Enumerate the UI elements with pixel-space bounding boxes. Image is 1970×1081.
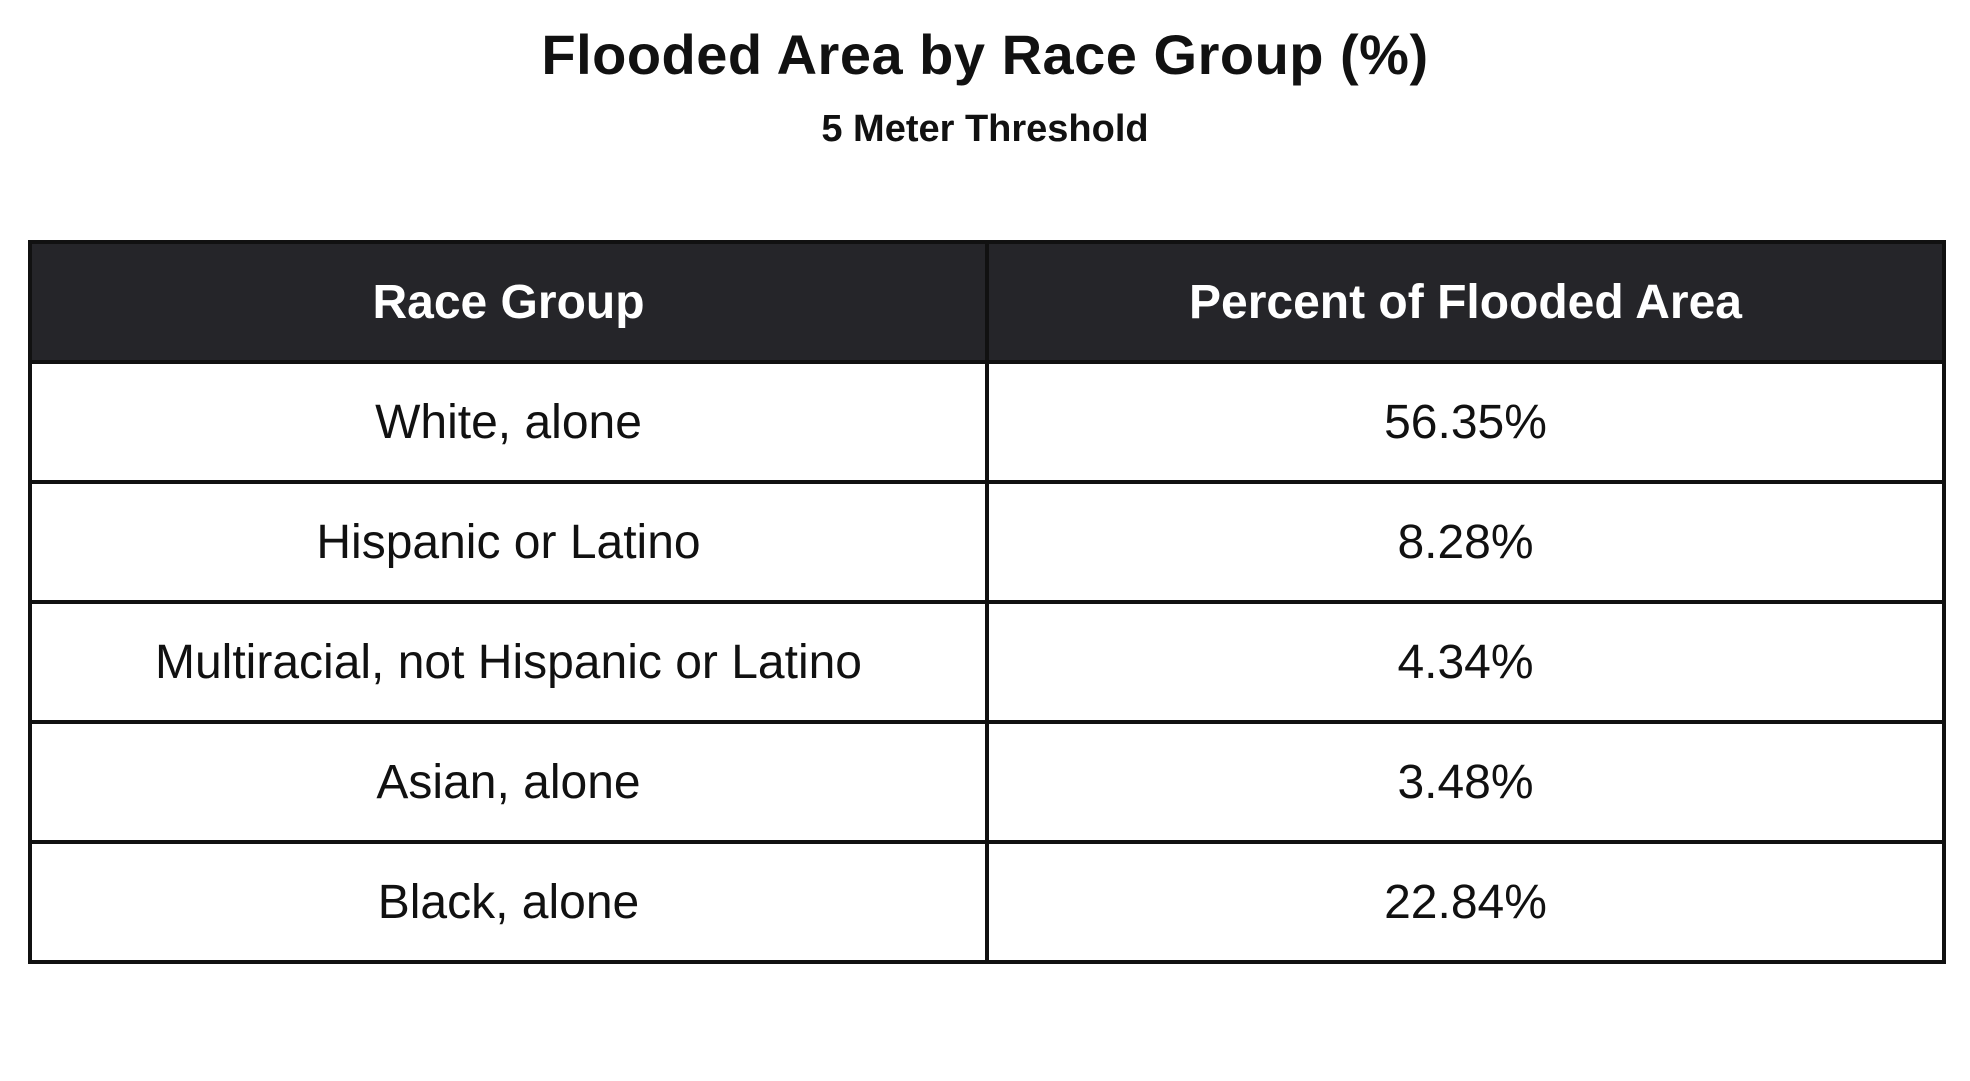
percent-cell: 3.48% (985, 720, 1946, 844)
race-group-cell: Asian, alone (28, 720, 989, 844)
table-row: White, alone 56.35% (28, 360, 1946, 484)
chart-title: Flooded Area by Race Group (%) (541, 23, 1429, 86)
race-group-cell: Hispanic or Latino (28, 480, 989, 604)
data-table: Race Group Percent of Flooded Area White… (28, 240, 1946, 964)
race-group-cell: Black, alone (28, 840, 989, 964)
table-row: Multiracial, not Hispanic or Latino 4.34… (28, 600, 1946, 724)
race-group-cell: Multiracial, not Hispanic or Latino (28, 600, 989, 724)
chart-subtitle: 5 Meter Threshold (821, 108, 1149, 150)
table-row: Hispanic or Latino 8.28% (28, 480, 1946, 604)
percent-cell: 4.34% (985, 600, 1946, 724)
percent-cell: 56.35% (985, 360, 1946, 484)
race-group-cell: White, alone (28, 360, 989, 484)
percent-cell: 22.84% (985, 840, 1946, 964)
table-header-row: Race Group Percent of Flooded Area (28, 240, 1946, 364)
table-row: Black, alone 22.84% (28, 840, 1946, 964)
table-row: Asian, alone 3.48% (28, 720, 1946, 844)
percent-cell: 8.28% (985, 480, 1946, 604)
column-header-race-group: Race Group (28, 240, 989, 364)
column-header-percent: Percent of Flooded Area (985, 240, 1946, 364)
